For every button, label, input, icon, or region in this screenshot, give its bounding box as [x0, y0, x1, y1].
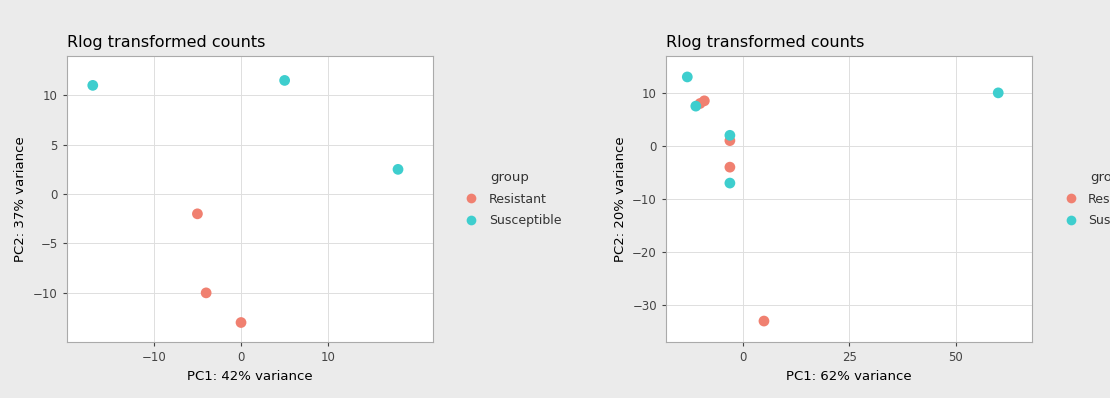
X-axis label: PC1: 42% variance: PC1: 42% variance — [186, 370, 313, 383]
Point — [275, 77, 293, 84]
Point — [722, 180, 739, 186]
Point — [198, 290, 215, 296]
Point — [390, 166, 407, 173]
Point — [692, 100, 709, 107]
Point — [696, 98, 714, 104]
Y-axis label: PC2: 20% variance: PC2: 20% variance — [614, 136, 627, 262]
Legend: Resistant, Susceptible: Resistant, Susceptible — [1053, 166, 1110, 232]
Point — [722, 137, 739, 144]
Point — [189, 211, 206, 217]
Point — [755, 318, 773, 324]
Legend: Resistant, Susceptible: Resistant, Susceptible — [454, 166, 566, 232]
Text: Rlog transformed counts: Rlog transformed counts — [666, 35, 865, 51]
Point — [232, 319, 250, 326]
Point — [687, 103, 705, 109]
Point — [84, 82, 102, 88]
X-axis label: PC1: 62% variance: PC1: 62% variance — [786, 370, 912, 383]
Y-axis label: PC2: 37% variance: PC2: 37% variance — [14, 136, 28, 262]
Point — [989, 90, 1007, 96]
Point — [722, 164, 739, 170]
Point — [678, 74, 696, 80]
Point — [722, 132, 739, 139]
Text: Rlog transformed counts: Rlog transformed counts — [67, 35, 265, 51]
